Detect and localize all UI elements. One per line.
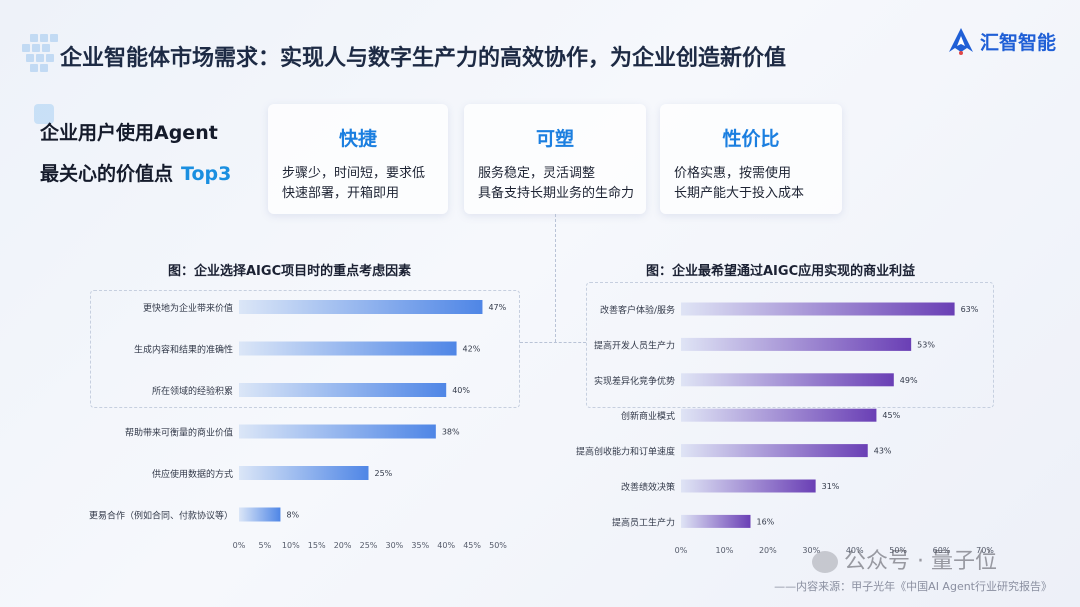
category-label: 创新商业模式 [621,410,675,422]
value-label: 43% [874,447,892,456]
decorative-grid [22,30,60,78]
logo-text: 汇智智能 [979,31,1056,54]
bar [239,424,436,439]
tick-label: 40% [846,546,864,555]
category-label: 实现差异化竞争优势 [594,375,675,387]
tick-label: 70% [976,546,994,555]
bar [681,408,877,422]
value-label: 49% [900,376,918,385]
left-chart-title: 图：企业选择AIGC项目时的重点考虑因素 [168,264,412,279]
card-body: 价格实惠，按需使用 长期产能大于投入成本 [674,164,804,204]
tick-label: 0% [233,541,246,550]
tick-label: 20% [334,541,352,550]
rocket-logo-icon [948,28,973,55]
bar [681,514,751,528]
tick-label: 20% [759,546,777,555]
top3-highlight: Top3 [181,163,232,185]
watermark: 公众号 · 量子位 [812,543,997,575]
category-label: 提高开发人员生产力 [594,339,675,351]
tick-label: 35% [411,541,429,550]
watermark-text: 公众号 · 量子位 [844,549,997,574]
left-bar-chart: 更快地为企业带来价值 47% 生成内容和结果的准确性 42% 所在领域的经验积累 40% 帮… [89,300,507,550]
card-quick: 快捷 步骤少，时间短，要求低 快速部署，开箱即用 [268,104,448,214]
tick-label: 0% [675,546,688,555]
card-line: 长期产能大于投入成本 [674,186,805,201]
card-title: 可塑 [535,128,574,150]
tick-label: 50% [489,541,507,550]
category-label: 提高员工生产力 [612,516,675,528]
bar [239,466,369,480]
bar [239,507,281,522]
value-label: 45% [882,411,900,420]
value-label: 47% [488,303,506,312]
tick-label: 60% [933,546,951,555]
decorative-square [34,104,54,124]
card-body: 服务稳定，灵活调整 具备支持长期业务的生命力 [478,164,634,204]
card-line: 具备支持长期业务的生命力 [478,186,635,201]
value-label: 40% [452,386,470,395]
tick-label: 10% [282,541,300,550]
value-label: 53% [917,340,935,349]
card-body: 步骤少，时间短，要求低 快速部署，开箱即用 [282,164,425,204]
connector-horizontal [520,342,586,343]
card-cost-effective: 性价比 价格实惠，按需使用 长期产能大于投入成本 [660,104,842,214]
card-line: 步骤少，时间短，要求低 [282,166,426,181]
right-bar-chart: 改善客户体验/服务 63% 提高开发人员生产力 53% 实现差异化竞争优势 49% 创新商业… [576,302,994,555]
value-label: 38% [442,428,460,437]
card-title: 性价比 [722,128,780,150]
category-label: 生成内容和结果的准确性 [134,344,233,356]
brand-logo: 汇智智能 [946,26,1056,56]
question-line-1: 企业用户使用Agent [40,122,218,144]
wechat-icon [812,551,838,573]
tick-label: 40% [437,541,455,550]
value-question: 企业用户使用Agent 最关心的价值点 Top3 [40,118,231,186]
bar [681,373,894,387]
value-label: 63% [961,305,979,314]
source-note: ——内容来源：甲子光年《中国AI Agent行业研究报告》 [774,580,1052,593]
left-top3-highlight-box [90,290,520,408]
tick-label: 25% [360,541,378,550]
card-line: 快速部署，开箱即用 [282,186,400,201]
bar [681,337,912,351]
tick-label: 15% [308,541,326,550]
value-label: 25% [375,469,393,478]
bar [681,302,955,316]
tick-label: 50% [889,546,907,555]
card-line: 服务稳定，灵活调整 [478,166,596,181]
bar [239,341,457,356]
category-label: 供应使用数据的方式 [152,468,233,480]
bar [681,444,868,458]
category-label: 改善客户体验/服务 [600,304,675,316]
bar [239,383,447,397]
card-line: 价格实惠，按需使用 [674,166,792,181]
tick-label: 30% [802,546,820,555]
category-label: 更快地为企业带来价值 [143,302,233,314]
category-label: 提高创收能力和订单速度 [576,446,675,458]
tick-label: 30% [386,541,404,550]
tick-label: 45% [463,541,481,550]
value-label: 8% [286,511,299,520]
question-line-2-text: 最关心的价值点 [40,163,174,185]
question-line-2: 最关心的价值点 Top3 [40,159,231,186]
right-top3-highlight-box [586,282,994,408]
connector-vertical [555,214,556,342]
bar [681,479,816,493]
category-label: 更易合作（例如合同、付款协议等） [89,510,233,522]
right-chart-title: 图：企业最希望通过AIGC应用实现的商业利益 [646,264,916,279]
category-label: 帮助带来可衡量的商业价值 [125,427,233,439]
card-title: 快捷 [338,128,377,150]
category-label: 所在领域的经验积累 [152,385,233,397]
page-title: 企业智能体市场需求：实现人与数字生产力的高效协作，为企业创造新价值 [60,46,787,71]
tick-label: 10% [716,546,734,555]
bar [239,300,483,314]
tick-label: 5% [259,541,272,550]
card-flexible: 可塑 服务稳定，灵活调整 具备支持长期业务的生命力 [464,104,646,214]
category-label: 改善绩效决策 [621,481,675,493]
value-label: 42% [463,345,481,354]
value-label: 16% [756,517,774,526]
value-label: 31% [822,482,840,491]
